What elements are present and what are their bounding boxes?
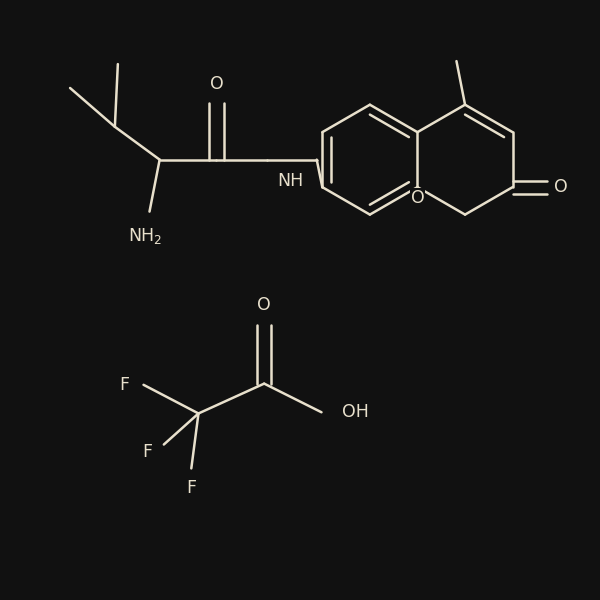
Text: O: O xyxy=(554,178,567,196)
Text: NH: NH xyxy=(277,172,304,190)
Text: O: O xyxy=(410,189,424,207)
Text: NH$_2$: NH$_2$ xyxy=(128,226,162,245)
Text: O: O xyxy=(209,75,223,93)
Text: OH: OH xyxy=(342,403,368,421)
Text: F: F xyxy=(143,443,153,461)
Text: F: F xyxy=(187,479,196,497)
Text: F: F xyxy=(119,376,129,394)
Text: O: O xyxy=(257,296,271,314)
